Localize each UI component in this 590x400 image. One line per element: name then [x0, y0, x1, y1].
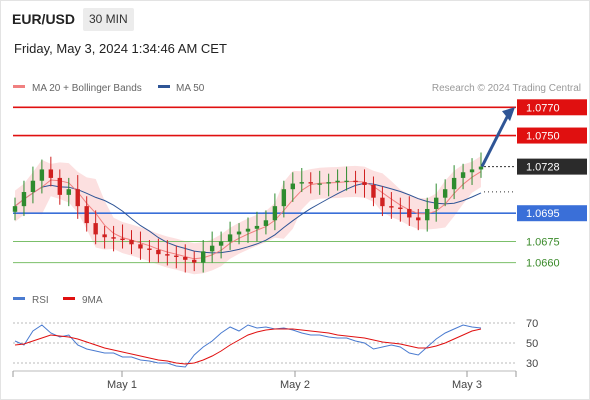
rsi-tick-70: 70 — [526, 318, 538, 330]
candle-body — [200, 251, 206, 263]
rsi-ma-line — [14, 328, 482, 365]
candle-body — [254, 225, 260, 229]
candle-body — [407, 208, 412, 218]
candle-body — [469, 169, 475, 173]
level-label-1.0750: 1.0750 — [526, 131, 560, 143]
level-label-1.0695: 1.0695 — [526, 208, 560, 220]
x-tick-label: May 2 — [280, 379, 310, 391]
candle-body — [21, 192, 27, 207]
x-tick-label: May 1 — [107, 379, 137, 391]
candle-body — [380, 197, 385, 207]
candle-body — [138, 244, 143, 249]
rsi-ma-legend-label: 9MA — [82, 295, 103, 306]
candle-body — [245, 228, 251, 232]
legend-swatch-ma20 — [13, 85, 25, 88]
level-box-1.0695 — [517, 205, 587, 222]
rsi-legend-label: RSI — [32, 295, 49, 306]
candle-body — [433, 197, 439, 209]
candle-body — [30, 180, 36, 193]
x-tick-label: May 3 — [452, 379, 482, 391]
candle-body — [227, 234, 233, 242]
candle-body — [39, 169, 45, 181]
candle-body — [281, 189, 287, 207]
candle-body — [353, 180, 358, 183]
candle-body — [84, 206, 89, 224]
candle-body — [425, 208, 430, 221]
candle-body — [102, 234, 107, 238]
candle-body — [299, 182, 304, 184]
rsi-tick-50: 50 — [526, 338, 538, 350]
candle-body — [75, 189, 80, 207]
candle-body — [156, 249, 161, 255]
candle-body — [398, 207, 403, 209]
candle-body — [129, 240, 134, 245]
forecast-arrow — [480, 114, 510, 168]
candle-body — [120, 238, 125, 241]
candle-body — [389, 206, 394, 208]
credit-label: Research © 2024 Trading Central — [432, 83, 581, 94]
timestamp-label: Friday, May 3, 2024 1:34:46 AM CET — [14, 41, 227, 56]
candle-body — [147, 248, 152, 250]
rsi-ma-legend-swatch — [63, 297, 75, 300]
candle-body — [272, 206, 278, 221]
candle-body — [362, 182, 367, 185]
candle-body — [236, 231, 242, 235]
level-box-1.0750 — [517, 127, 587, 144]
candle-body — [66, 189, 71, 195]
level-label-1.0660: 1.0660 — [526, 258, 560, 270]
symbol-label: EUR/USD — [12, 11, 76, 27]
legend-ma50-label: MA 50 — [176, 83, 205, 94]
candle-body — [317, 183, 322, 185]
candle-body — [209, 245, 215, 252]
candle-body — [344, 180, 349, 182]
candle-body — [165, 254, 170, 256]
candle-body — [263, 220, 269, 226]
rsi-legend-swatch — [13, 297, 25, 300]
candle-body — [416, 217, 421, 221]
forecast-arrow-head — [502, 107, 515, 122]
candle-body — [460, 172, 466, 178]
current-price-box — [517, 158, 587, 175]
candle-body — [335, 180, 340, 183]
candle-body — [57, 177, 63, 195]
candle-body — [451, 177, 457, 190]
candle-body — [290, 183, 296, 190]
candle-body — [192, 259, 197, 263]
rsi-line — [14, 324, 482, 368]
candle-body — [183, 256, 188, 260]
candle-body — [308, 182, 313, 184]
candle-body — [111, 237, 116, 239]
rsi-tick-30: 30 — [526, 358, 538, 370]
legend-ma20-label: MA 20 + Bollinger Bands — [32, 83, 142, 94]
candle-body — [371, 184, 376, 198]
candle-body — [48, 169, 54, 178]
candle-body — [326, 182, 331, 184]
candle-body — [93, 223, 98, 235]
ma50-line — [14, 182, 482, 254]
level-label-1.0770: 1.0770 — [526, 102, 560, 114]
level-label-1.0675: 1.0675 — [526, 236, 560, 248]
candle-body — [12, 206, 18, 212]
legend-swatch-ma50 — [158, 85, 170, 88]
level-box-1.0770 — [517, 99, 587, 116]
current-price-label: 1.0728 — [526, 162, 560, 174]
candle-body — [442, 189, 448, 198]
candle-body — [478, 166, 484, 170]
candle-body — [218, 241, 224, 246]
timeframe-badge[interactable]: 30 MIN — [83, 8, 134, 31]
candle-body — [174, 255, 179, 257]
